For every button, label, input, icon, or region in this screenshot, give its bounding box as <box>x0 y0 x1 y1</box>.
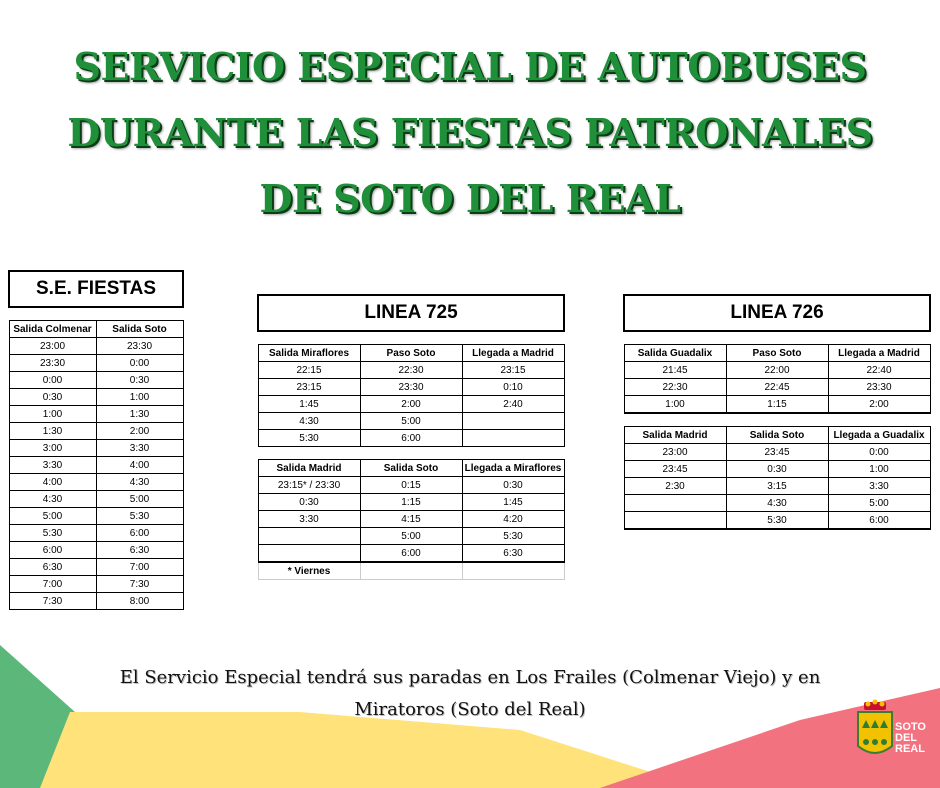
table-cell: 5:30 <box>461 527 565 545</box>
table-row: 1:45 2:00 2:40 <box>257 395 565 413</box>
se-fiestas-table: S.E. FIESTAS Salida Colmenar Salida Soto… <box>7 270 185 610</box>
linea-726-outbound-rows: 21:45 22:00 22:40 22:30 22:45 23:30 1:00 1:15 2:… <box>623 361 931 414</box>
logo-line-2: DEL <box>895 732 917 744</box>
table-cell: 23:30 <box>827 378 931 396</box>
table-row: 5:30 6:00 <box>257 429 565 447</box>
table-cell: 6:00 <box>827 511 931 530</box>
table-row: 5:00 5:30 <box>257 527 565 545</box>
table-row: 23:45 0:30 1:00 <box>623 460 931 478</box>
table-row: 21:45 22:00 22:40 <box>623 361 931 379</box>
table-row: 22:15 22:30 23:15 <box>257 361 565 379</box>
title-line-3: DE SOTO DEL REAL <box>259 176 681 221</box>
table-row: 2:30 3:15 3:30 <box>623 477 931 495</box>
linea-725-return-rows: 23:15* / 23:30 0:15 0:30 0:30 1:15 1:45 3:30 4:… <box>257 476 565 563</box>
soto-del-real-coat-of-arms-icon <box>857 699 893 754</box>
table-row: 4:30 5:00 <box>623 494 931 512</box>
pink-wave-shape <box>600 688 940 788</box>
header-row: Salida Guadalix Paso Soto Llegada a Madr… <box>623 344 931 362</box>
linea-726-return-rows: 23:00 23:45 0:00 23:45 0:30 1:00 2:30 3:15 3:30 4… <box>623 443 931 530</box>
linea-725-table: LINEA 725 Salida Miraflores Paso Soto Ll… <box>256 294 566 580</box>
linea-725-outbound-rows: 22:15 22:30 23:15 23:15 23:30 0:10 1:45 2:00 2:4… <box>257 361 565 447</box>
se-fiestas-rows: 23:00 23:30 23:30 0:00 0:00 0:30 0:30 1:00 1:00 1… <box>8 337 184 610</box>
table-row: 0:30 1:15 1:45 <box>257 493 565 511</box>
table-row: 6:00 6:30 <box>257 544 565 563</box>
table-row: 6:30 7:00 <box>8 558 184 576</box>
table-row: 1:00 1:15 2:00 <box>623 395 931 414</box>
table-cell: 8:00 <box>95 592 184 610</box>
header-row: Salida Madrid Salida Soto Llegada a Guad… <box>623 426 931 444</box>
linea-726-title: LINEA 726 <box>622 294 932 332</box>
table-row: 3:30 4:00 <box>8 456 184 474</box>
linea-726-table: LINEA 726 Salida Guadalix Paso Soto Lleg… <box>622 294 932 530</box>
se-fiestas-title: S.E. FIESTAS <box>7 270 185 308</box>
table-cell: 2:00 <box>95 422 184 440</box>
table-row: 3:30 4:15 4:20 <box>257 510 565 528</box>
empty-cell <box>461 561 565 580</box>
table-row: 1:00 1:30 <box>8 405 184 423</box>
linea-725-title: LINEA 725 <box>256 294 566 332</box>
footer-text: El Servicio Especial tendrá sus paradas … <box>20 662 920 726</box>
table-row: 4:00 4:30 <box>8 473 184 491</box>
table-row: 0:00 0:30 <box>8 371 184 389</box>
title-line-2: DURANTE LAS FIESTAS PATRONALES <box>67 110 873 155</box>
table-cell: 4:30 <box>725 494 829 512</box>
table-cell: 5:00 <box>827 494 931 512</box>
page-title: SERVICIO ESPECIAL DE AUTOBUSES DURANTE L… <box>0 34 940 232</box>
table-row: 7:00 7:30 <box>8 575 184 593</box>
footer-line-2: Miratoros (Soto del Real) <box>354 699 586 720</box>
table-row: 23:00 23:30 <box>8 337 184 355</box>
table-row: 5:30 6:00 <box>623 511 931 530</box>
title-line-1: SERVICIO ESPECIAL DE AUTOBUSES <box>73 44 867 89</box>
table-row: 22:30 22:45 23:30 <box>623 378 931 396</box>
table-cell: 6:30 <box>461 544 565 563</box>
table-cell: 2:00 <box>827 395 931 414</box>
logo-line-1: SOTO <box>895 721 926 733</box>
yellow-wave-shape <box>40 712 700 788</box>
logo-line-3: REAL <box>895 743 925 755</box>
table-row: 23:30 0:00 <box>8 354 184 372</box>
logo-wordmark: SOTO DEL REAL <box>895 722 935 755</box>
header-row: Salida Miraflores Paso Soto Llegada a Ma… <box>257 344 565 362</box>
table-row: 7:30 8:00 <box>8 592 184 610</box>
footer-line-1: El Servicio Especial tendrá sus paradas … <box>119 667 821 688</box>
table-row: 1:30 2:00 <box>8 422 184 440</box>
